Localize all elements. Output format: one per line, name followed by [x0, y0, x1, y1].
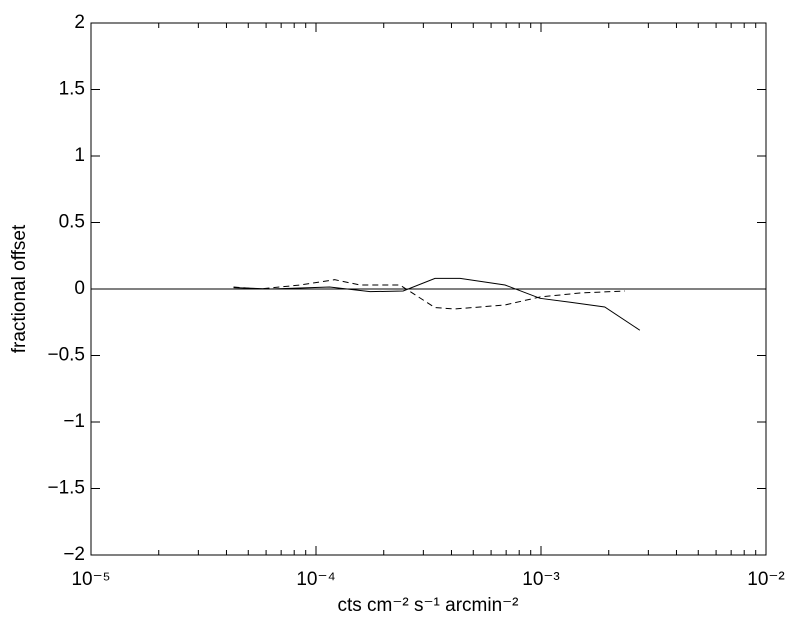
- y-tick-label: −2: [63, 544, 85, 565]
- y-tick-label: −1: [63, 411, 85, 432]
- y-tick-label: 1.5: [59, 79, 85, 100]
- x-tick-label: 10⁻²: [747, 569, 785, 590]
- data-line: [233, 279, 625, 310]
- y-tick-label: −0.5: [47, 345, 85, 366]
- y-tick-label: −1.5: [47, 478, 85, 499]
- data-line: [233, 277, 641, 331]
- x-tick-label: 10⁻⁴: [296, 569, 335, 590]
- y-tick-label: 2: [74, 12, 85, 33]
- y-axis-label: fractional offset: [9, 224, 30, 353]
- y-tick-label: 1: [74, 145, 85, 166]
- y-tick-label: 0: [74, 278, 85, 299]
- x-tick-label: 10⁻³: [522, 569, 560, 590]
- y-tick-label: 0.5: [59, 212, 85, 233]
- x-tick-label: 10⁻⁵: [71, 569, 110, 590]
- x-axis-label: cts cm⁻² s⁻¹ arcmin⁻²: [337, 595, 518, 616]
